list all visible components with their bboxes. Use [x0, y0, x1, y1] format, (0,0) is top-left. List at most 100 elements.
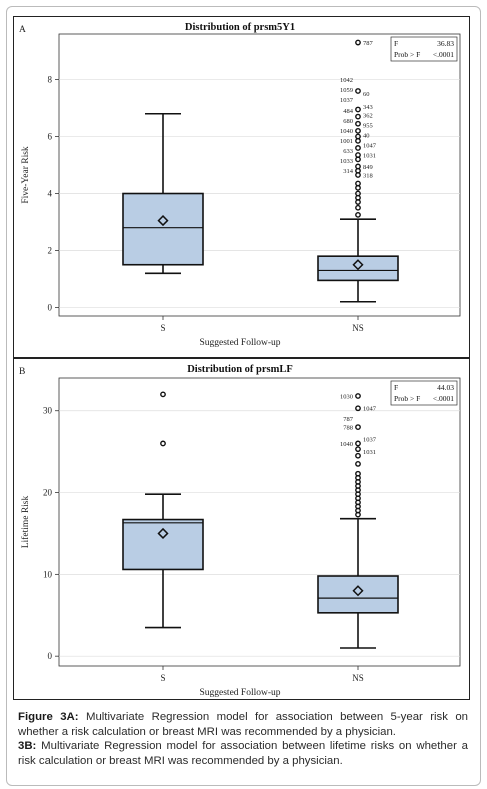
panel-b: 0 10 20 30 S NS Distribution of prsmLF B Suggest… — [13, 358, 470, 700]
outlier-label: 955 — [363, 122, 373, 129]
y-axis-label: Lifetime Risk — [20, 496, 31, 549]
outlier-label: 60 — [363, 91, 370, 98]
outlier-point — [355, 461, 361, 467]
outlier-point — [355, 204, 361, 211]
mean-marker — [157, 215, 169, 227]
caption-fig3a-label: Figure 3A: — [18, 711, 79, 723]
panel-frame — [13, 16, 470, 358]
outlier-point — [355, 88, 361, 94]
outlier-point — [355, 113, 361, 120]
outlier-label: 362 — [363, 112, 373, 119]
outlier-point — [355, 127, 361, 134]
plot-area — [58, 377, 461, 667]
outlier-label: 1030 — [340, 393, 353, 400]
outlier-label: 1047 — [363, 142, 377, 149]
caption-fig3b-label: 3B: — [18, 740, 37, 752]
y-tick-label: 30 — [43, 406, 53, 416]
chart-title: Distribution of prsmLF — [187, 364, 293, 375]
outlier-point — [355, 424, 361, 430]
stats-label: Prob > F — [394, 50, 420, 59]
outlier-label: 1001 — [340, 138, 353, 145]
panel-label: A — [19, 25, 26, 35]
caption-fig3a-text: Multivariate Regression model for associ… — [18, 711, 469, 738]
outlier-label: 1031 — [363, 152, 376, 159]
outlier-point — [355, 211, 361, 218]
outlier-point — [355, 145, 361, 151]
outlier-label: 343 — [363, 104, 373, 111]
outlier-point — [355, 470, 361, 477]
plot-area — [58, 33, 461, 317]
outlier-point — [355, 446, 361, 453]
y-tick-label: 0 — [48, 651, 53, 661]
iqr-box — [122, 518, 204, 571]
stats-label: F — [394, 39, 398, 48]
outlier-label: 484 — [343, 108, 354, 115]
outlier-label: 633 — [343, 148, 353, 155]
outlier-point — [355, 106, 361, 113]
stats-box — [390, 380, 458, 406]
y-tick-label: 4 — [48, 189, 53, 199]
outlier-label: 1040 — [340, 441, 353, 448]
boxplot-panels: 0 2 4 6 8 S NS Distribution of prsm5Y1 A Suggeste… — [13, 16, 470, 700]
y-tick-label: 8 — [48, 75, 53, 85]
outlier-label: 318 — [363, 172, 373, 179]
outlier-label: 314 — [343, 168, 354, 175]
y-tick-label: 6 — [48, 132, 53, 142]
x-tick-label: S — [160, 323, 165, 333]
x-tick-label: NS — [352, 673, 364, 683]
box-s — [122, 112, 204, 275]
y-tick-label: 10 — [43, 569, 53, 579]
outlier-point — [355, 120, 361, 127]
outlier-point — [355, 190, 361, 197]
y-axis-label: Five-Year Risk — [21, 146, 31, 204]
outlier-point — [160, 440, 166, 447]
outlier-label: 1037 — [340, 97, 354, 104]
outlier-point — [355, 405, 361, 412]
iqr-box — [122, 192, 204, 266]
x-axis-label: Suggested Follow-up — [199, 338, 280, 348]
x-axis-label: Suggested Follow-up — [199, 688, 280, 698]
stats-value: 36.83 — [437, 39, 454, 48]
outlier-label: 40 — [363, 132, 370, 139]
outlier-point — [355, 180, 361, 187]
stats-label: F — [394, 383, 398, 392]
mean-marker — [157, 527, 169, 540]
outlier-point — [160, 391, 166, 398]
box-s — [122, 391, 204, 629]
outlier-label: 1040 — [340, 128, 353, 135]
stats-label: Prob > F — [394, 394, 420, 403]
outlier-point — [355, 39, 361, 46]
figure-caption: Figure 3A: Multivariate Regression model… — [18, 710, 468, 768]
outlier-point — [355, 452, 361, 459]
y-tick-label: 20 — [43, 488, 53, 498]
outlier-point — [355, 440, 361, 447]
outlier-point — [355, 393, 361, 399]
outlier-label: 1037 — [363, 437, 377, 444]
stats-value: 44.03 — [437, 383, 454, 392]
outlier-point — [355, 163, 361, 170]
panel-label: B — [19, 367, 25, 377]
outlier-label: 787 — [343, 416, 354, 423]
x-tick-label: S — [160, 673, 165, 683]
x-tick-label: NS — [352, 323, 364, 333]
outlier-point — [355, 133, 361, 140]
outlier-label: 1033 — [340, 158, 353, 165]
box-ns: 787 1042 1059 60 1037 343 484 362 680 955 1040 40 10… — [317, 39, 399, 303]
outlier-label: 1031 — [363, 449, 376, 456]
outlier-label: 787 — [363, 40, 374, 47]
outlier-label: 788 — [343, 424, 353, 431]
chart-title: Distribution of prsm5Y1 — [185, 22, 295, 33]
outlier-label: 1047 — [363, 406, 377, 413]
panel-a: 0 2 4 6 8 S NS Distribution of prsm5Y1 A Suggeste… — [13, 16, 470, 358]
caption-fig3b-text: Multivariate Regression model for associ… — [18, 740, 468, 767]
stats-box — [390, 36, 458, 62]
stats-value: <.0001 — [433, 394, 454, 403]
outlier-label: 849 — [363, 164, 373, 171]
outlier-label: 680 — [343, 118, 353, 125]
y-tick-label: 2 — [48, 245, 53, 255]
mean-marker — [352, 585, 364, 597]
outlier-label: 1042 — [340, 77, 353, 84]
outlier-point — [355, 152, 361, 158]
y-tick-label: 0 — [48, 302, 53, 312]
